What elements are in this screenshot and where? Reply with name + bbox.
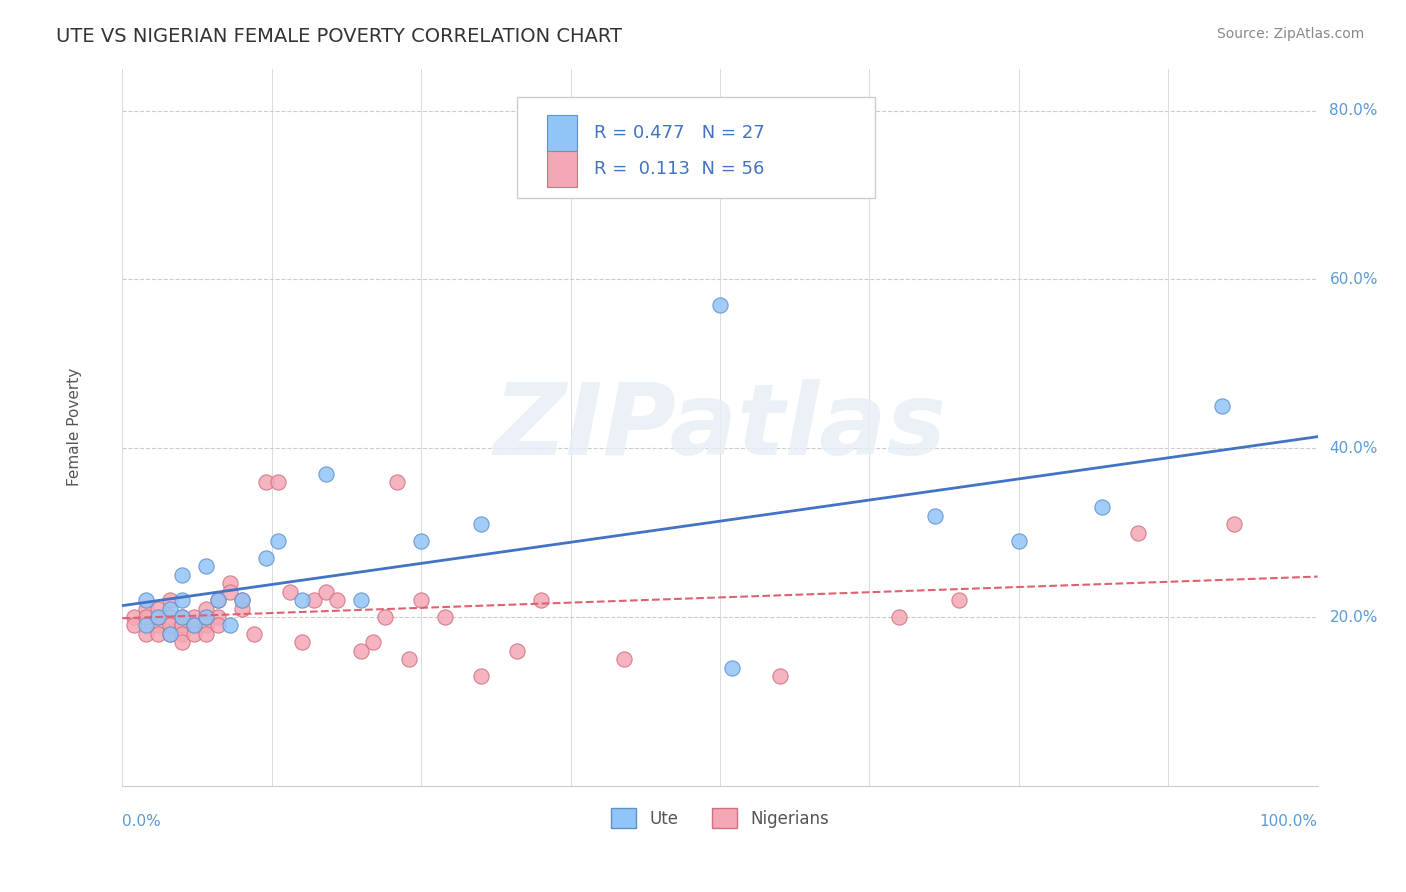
Point <box>159 627 181 641</box>
Point <box>363 635 385 649</box>
Point <box>207 593 229 607</box>
Point <box>470 669 492 683</box>
Point <box>530 593 553 607</box>
Point <box>231 593 253 607</box>
Point <box>148 627 170 641</box>
Point <box>398 652 420 666</box>
Point <box>172 627 194 641</box>
Point <box>207 593 229 607</box>
Point <box>315 584 337 599</box>
Point <box>159 610 181 624</box>
Point <box>183 618 205 632</box>
FancyBboxPatch shape <box>517 97 876 198</box>
Point <box>124 610 146 624</box>
Text: R = 0.477   N = 27: R = 0.477 N = 27 <box>595 124 765 142</box>
Point <box>948 593 970 607</box>
Point <box>207 618 229 632</box>
Point <box>506 644 529 658</box>
Point <box>1008 534 1031 549</box>
Point <box>172 593 194 607</box>
FancyBboxPatch shape <box>547 115 576 151</box>
Text: Source: ZipAtlas.com: Source: ZipAtlas.com <box>1216 27 1364 41</box>
Point <box>219 584 242 599</box>
FancyBboxPatch shape <box>547 151 576 186</box>
Point <box>135 593 157 607</box>
Point <box>207 610 229 624</box>
Point <box>924 508 946 523</box>
Point <box>278 584 301 599</box>
Text: 60.0%: 60.0% <box>1330 272 1378 287</box>
Point <box>302 593 325 607</box>
Point <box>195 610 218 624</box>
Point <box>135 618 157 632</box>
Point <box>267 534 290 549</box>
Point <box>172 567 194 582</box>
Point <box>148 610 170 624</box>
Point <box>769 669 792 683</box>
Text: 80.0%: 80.0% <box>1330 103 1378 119</box>
Point <box>124 618 146 632</box>
Point <box>135 627 157 641</box>
Point <box>172 618 194 632</box>
Point <box>387 475 409 489</box>
Point <box>889 610 911 624</box>
Point <box>183 610 205 624</box>
Point <box>326 593 349 607</box>
Point <box>172 610 194 624</box>
Point <box>411 593 433 607</box>
Point <box>470 517 492 532</box>
Text: 100.0%: 100.0% <box>1260 814 1317 830</box>
Point <box>709 298 731 312</box>
Point <box>613 652 636 666</box>
Point <box>195 559 218 574</box>
Point <box>159 627 181 641</box>
Point <box>350 593 373 607</box>
Point <box>148 601 170 615</box>
Text: R =  0.113  N = 56: R = 0.113 N = 56 <box>595 160 765 178</box>
Point <box>159 601 181 615</box>
Point <box>159 593 181 607</box>
Text: Female Poverty: Female Poverty <box>67 368 82 486</box>
Point <box>148 610 170 624</box>
Point <box>219 618 242 632</box>
Point <box>195 627 218 641</box>
Text: ZIPatlas: ZIPatlas <box>494 378 946 475</box>
Point <box>315 467 337 481</box>
Point <box>243 627 266 641</box>
Text: 0.0%: 0.0% <box>122 814 162 830</box>
Point <box>183 618 205 632</box>
Point <box>231 593 253 607</box>
Point <box>219 576 242 591</box>
Point <box>172 610 194 624</box>
Point <box>411 534 433 549</box>
Point <box>159 618 181 632</box>
Point <box>231 601 253 615</box>
Point <box>135 610 157 624</box>
Point <box>291 593 314 607</box>
Point <box>254 475 277 489</box>
Point <box>172 618 194 632</box>
Point <box>183 627 205 641</box>
Point <box>1128 525 1150 540</box>
Legend: Ute, Nigerians: Ute, Nigerians <box>605 801 835 835</box>
Point <box>1091 500 1114 515</box>
Point <box>267 475 290 489</box>
Point <box>1223 517 1246 532</box>
Point <box>172 635 194 649</box>
Text: 40.0%: 40.0% <box>1330 441 1378 456</box>
Point <box>374 610 396 624</box>
Point <box>148 618 170 632</box>
Point <box>291 635 314 649</box>
Point <box>434 610 457 624</box>
Text: UTE VS NIGERIAN FEMALE POVERTY CORRELATION CHART: UTE VS NIGERIAN FEMALE POVERTY CORRELATI… <box>56 27 623 45</box>
Point <box>721 660 744 674</box>
Point <box>1211 399 1233 413</box>
Point <box>254 551 277 566</box>
Point <box>195 601 218 615</box>
Point <box>195 610 218 624</box>
Point <box>350 644 373 658</box>
Point <box>135 601 157 615</box>
Point <box>195 618 218 632</box>
Text: 20.0%: 20.0% <box>1330 609 1378 624</box>
